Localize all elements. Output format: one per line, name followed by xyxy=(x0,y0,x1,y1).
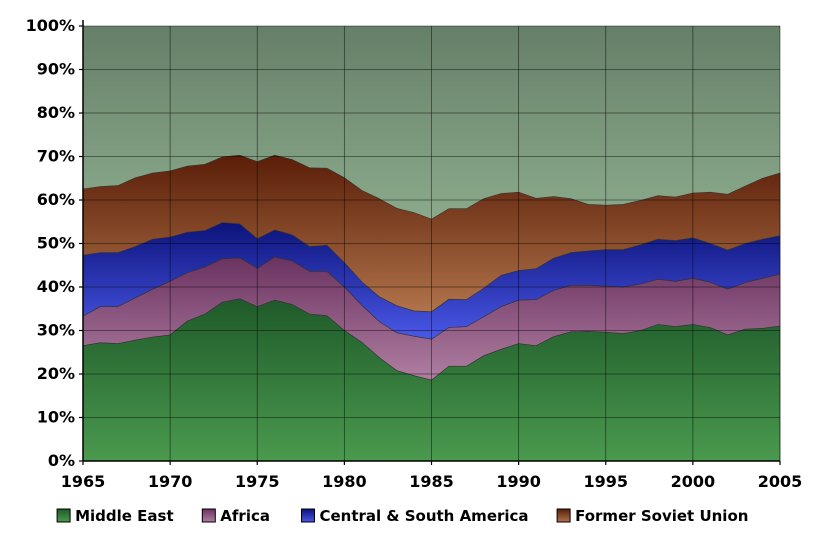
y-tick-label: 70% xyxy=(37,147,75,166)
y-tick-label: 80% xyxy=(37,103,75,122)
legend-item-middle-east: Middle East xyxy=(56,507,174,525)
legend-swatch xyxy=(301,508,315,523)
legend-swatch xyxy=(201,508,216,523)
x-tick-label: 1980 xyxy=(322,472,367,491)
x-tick-label: 1970 xyxy=(148,472,193,491)
x-tick-label: 1965 xyxy=(61,472,106,491)
legend-label: Africa xyxy=(220,507,270,525)
legend: Middle East Africa Central & South America… xyxy=(56,507,748,525)
legend-swatch xyxy=(56,508,71,523)
y-tick-label: 0% xyxy=(48,451,75,470)
legend-label: Former Soviet Union xyxy=(575,507,748,525)
y-tick-label: 90% xyxy=(37,60,75,79)
y-tick-label: 100% xyxy=(26,16,75,35)
legend-swatch xyxy=(556,508,571,523)
y-tick-label: 50% xyxy=(37,234,75,253)
x-tick-label: 1985 xyxy=(409,472,454,491)
y-tick-label: 10% xyxy=(37,408,75,427)
x-tick-label: 2000 xyxy=(671,472,716,491)
x-tick-label: 1975 xyxy=(235,472,280,491)
x-tick-label: 2005 xyxy=(758,472,803,491)
legend-item-former-soviet-union: Former Soviet Union xyxy=(556,507,748,525)
legend-label: Central & South America xyxy=(320,507,529,525)
axes: 0% 10% 20% 30% 40% 50% 60% 70% 80% 90% 100% 1965 197… xyxy=(26,16,803,491)
legend-label: Middle East xyxy=(75,507,174,525)
y-tick-label: 30% xyxy=(37,321,75,340)
y-tick-label: 40% xyxy=(37,277,75,296)
legend-item-central-south-america: Central & South America xyxy=(301,507,529,525)
x-tick-label: 1990 xyxy=(496,472,541,491)
legend-item-africa: Africa xyxy=(201,507,270,525)
x-tick-label: 1995 xyxy=(583,472,628,491)
y-tick-label: 20% xyxy=(37,364,75,383)
y-tick-label: 60% xyxy=(37,190,75,209)
